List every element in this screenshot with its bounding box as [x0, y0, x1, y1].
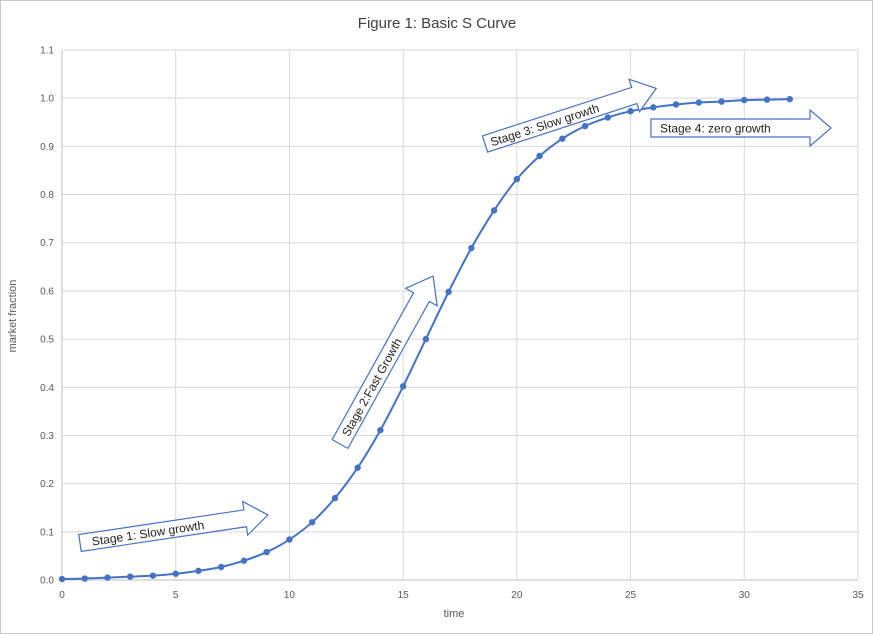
data-point — [695, 99, 702, 106]
stage-3-arrow: Stage 3: Slow growth — [481, 78, 658, 153]
stage-2-arrow: Stage 2:Fast Growth — [331, 275, 438, 450]
data-point — [741, 96, 748, 104]
x-tick-label: 30 — [739, 590, 751, 601]
data-point — [513, 175, 521, 183]
stage-1-arrow: Stage 1: Slow growth — [78, 500, 269, 553]
data-point — [399, 383, 407, 390]
x-tick-label: 25 — [625, 590, 637, 601]
data-point — [786, 95, 793, 103]
y-tick-label: 0.7 — [40, 238, 54, 249]
y-tick-label: 0.6 — [40, 286, 54, 297]
data-point — [422, 335, 430, 343]
data-point — [58, 575, 66, 583]
data-point — [354, 464, 361, 471]
y-tick-label: 0.2 — [40, 479, 54, 490]
x-tick-label: 0 — [59, 590, 65, 601]
y-tick-label: 0.4 — [40, 383, 54, 394]
y-tick-label: 0.5 — [40, 335, 54, 346]
data-point — [286, 536, 293, 543]
data-point — [468, 244, 475, 252]
data-point — [308, 518, 316, 526]
data-point — [81, 575, 88, 582]
x-tick-label: 10 — [284, 590, 296, 601]
gridlines — [61, 49, 859, 581]
x-tick-label: 5 — [173, 590, 179, 601]
x-axis-title: time — [444, 608, 465, 620]
y-tick-label: 0.9 — [40, 142, 54, 153]
data-point — [240, 557, 248, 564]
y-tick-label: 1.1 — [40, 46, 54, 57]
x-tick-label: 15 — [398, 590, 410, 601]
data-point — [672, 101, 680, 108]
data-point — [536, 152, 543, 160]
data-point — [445, 288, 452, 296]
y-tick-label: 0.3 — [40, 431, 54, 442]
y-tick-label: 0.8 — [40, 190, 54, 201]
data-point — [377, 426, 384, 434]
stage-4-label: Stage 4: zero growth — [660, 122, 771, 136]
data-point — [650, 104, 657, 111]
y-tick-label: 1.0 — [40, 94, 54, 105]
chart-title: Figure 1: Basic S Curve — [358, 15, 516, 32]
data-point — [604, 114, 612, 121]
data-point — [627, 107, 634, 115]
data-point — [763, 96, 771, 103]
data-point — [195, 567, 202, 575]
data-point — [127, 573, 134, 580]
data-point — [718, 98, 725, 105]
y-axis-title: market fraction — [7, 280, 19, 353]
data-point — [581, 122, 589, 130]
stage-1-label: Stage 1: Slow growth — [91, 518, 205, 549]
x-tick-label: 20 — [511, 590, 523, 601]
stage-4-arrow: Stage 4: zero growth — [650, 108, 832, 148]
data-point — [104, 574, 111, 581]
series-market-fraction — [58, 95, 793, 583]
data-point — [172, 570, 179, 577]
x-tick-label: 35 — [852, 590, 864, 601]
data-point — [559, 135, 566, 142]
data-point — [218, 563, 225, 571]
data-point — [263, 548, 270, 556]
data-point — [490, 207, 498, 214]
y-tick-label: 0.0 — [40, 576, 54, 587]
data-point — [331, 494, 339, 502]
y-axis-ticks: 0.0 0.1 0.2 0.3 0.4 0.5 0.6 0.7 0.8 0.9 1.0 1.1 — [40, 46, 54, 587]
x-axis-ticks: 0 5 10 15 20 25 30 35 — [59, 590, 864, 601]
y-tick-label: 0.1 — [40, 527, 54, 538]
data-point — [149, 572, 157, 579]
